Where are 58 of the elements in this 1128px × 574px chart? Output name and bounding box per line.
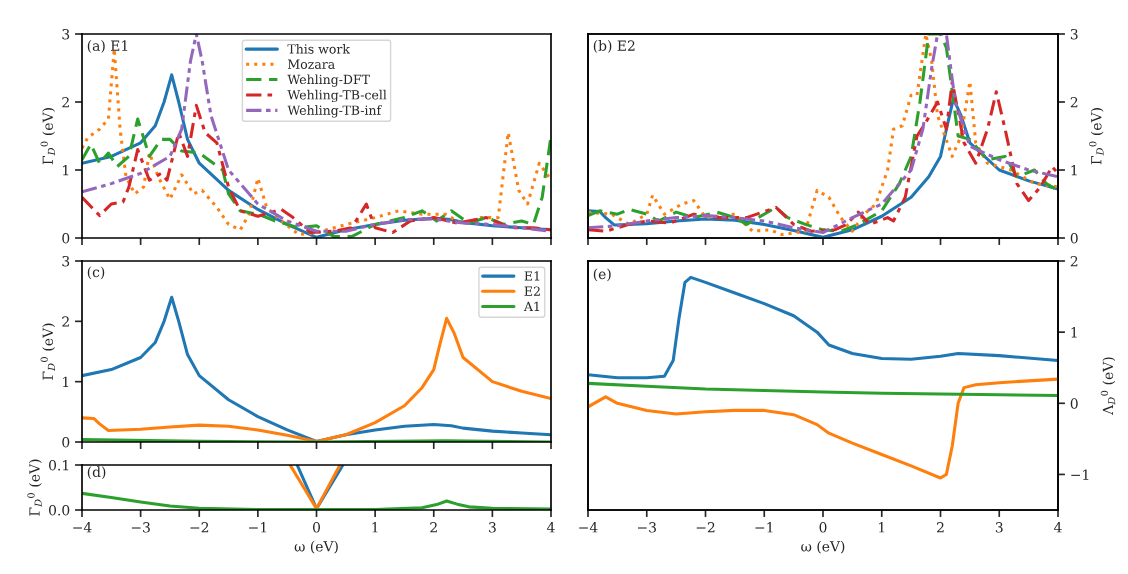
x-tick-label: 2 xyxy=(937,522,944,533)
y-tick-label: 3 xyxy=(62,255,70,267)
x-tick-label: 4 xyxy=(1054,522,1062,533)
y-tick-label: 0 xyxy=(62,436,70,448)
chart-title: (a) E1 xyxy=(87,40,128,53)
legend-label: Wehling-DFT xyxy=(287,74,370,87)
x-tick-label: −1 xyxy=(755,522,773,533)
chart-title: (b) E2 xyxy=(593,40,635,53)
legend-label: This work xyxy=(287,44,351,54)
y-tick-label: 0.1 xyxy=(49,459,69,471)
legend-label: A1 xyxy=(523,301,540,311)
legend-label: Mozara xyxy=(288,59,335,69)
y2-tick-label: 1 xyxy=(1071,164,1077,176)
x-tick-label: −1 xyxy=(249,522,267,533)
y-axis-title: Γ$_{D}$$^{0}$ (eV) xyxy=(27,459,42,516)
y2-tick-label: 2 xyxy=(1070,96,1078,108)
x-tick-label: 1 xyxy=(879,522,885,533)
y-tick-label: 2 xyxy=(62,316,69,327)
y2-tick-label: 1 xyxy=(1071,327,1077,338)
chart-title: (c) xyxy=(87,266,105,280)
y-tick-label: 0 xyxy=(62,232,70,244)
y2-axis-title: Λ$_{D}$$^{0}$ (eV) xyxy=(1100,357,1116,415)
legend-label: E1 xyxy=(524,271,540,281)
x-tick-label: 3 xyxy=(995,522,1003,533)
x-tick-label: 4 xyxy=(547,522,555,533)
legend-label: Wehling-TB-cell xyxy=(287,89,387,103)
y-tick-label: 1 xyxy=(63,376,69,387)
x-tick-label: −4 xyxy=(73,522,92,533)
x-axis-title: ω (eV) xyxy=(801,540,845,554)
y2-tick-label: −1 xyxy=(1071,469,1089,480)
x-tick-label: −2 xyxy=(190,522,209,533)
y2-tick-label: 0 xyxy=(1070,232,1078,244)
chart-title: (d) xyxy=(87,466,106,480)
line-series xyxy=(588,381,1058,397)
y2-tick-label: 2 xyxy=(1070,255,1078,267)
y-tick-label: 2 xyxy=(62,96,69,108)
chart-title: (e) xyxy=(593,268,611,282)
y-axis-title: Γ$_{D}$$^{0}$ (eV) xyxy=(40,108,55,165)
y2-axis-title: Γ$_{D}$$^{0}$ (eV) xyxy=(1089,108,1104,165)
x-tick-label: 0 xyxy=(819,522,827,533)
y-tick-label: 1 xyxy=(63,164,69,176)
legend-label: E2 xyxy=(524,286,540,296)
x-tick-label: 2 xyxy=(430,522,437,533)
x-tick-label: −3 xyxy=(637,522,656,533)
y-axis-title: Γ$_{D}$$^{0}$ (eV) xyxy=(40,323,55,380)
x-axis-title: ω (eV) xyxy=(294,540,338,554)
x-tick-label: 3 xyxy=(489,522,496,533)
x-tick-label: 0 xyxy=(313,522,320,533)
legend-label: Wehling-TB-inf xyxy=(287,105,382,118)
x-tick-label: −3 xyxy=(131,522,150,533)
y2-tick-label: 3 xyxy=(1070,28,1078,40)
x-tick-label: 1 xyxy=(372,522,378,533)
x-tick-label: −2 xyxy=(696,522,715,533)
x-tick-label: −4 xyxy=(579,522,598,533)
y2-tick-label: 0 xyxy=(1070,398,1078,409)
line-series xyxy=(588,377,1058,480)
y-tick-label: 0.0 xyxy=(49,504,70,516)
y-tick-label: 3 xyxy=(62,28,70,40)
